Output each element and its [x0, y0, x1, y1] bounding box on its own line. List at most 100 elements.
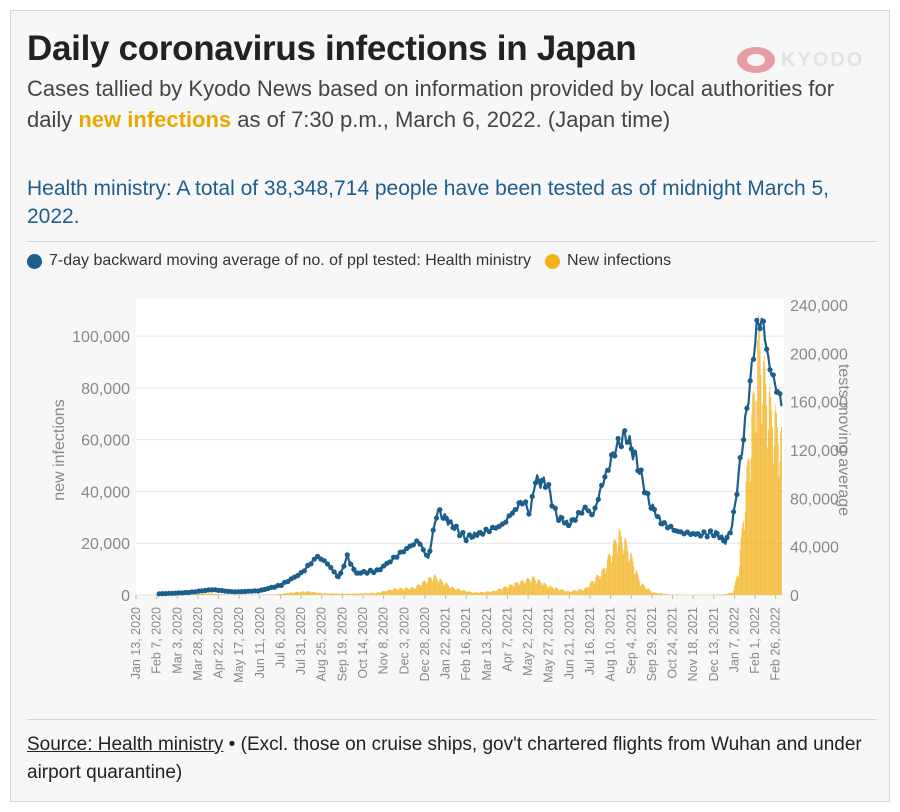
infection-bar	[597, 574, 598, 595]
infection-bar	[332, 593, 333, 595]
x-tick-label: Jul 16, 2021	[583, 607, 597, 675]
infection-bar	[779, 461, 781, 595]
infection-bar	[751, 413, 753, 595]
infection-bar	[417, 584, 419, 595]
tests-point	[727, 530, 733, 536]
tests-point	[331, 569, 337, 575]
infection-bar	[200, 593, 201, 595]
source-link[interactable]: Source: Health ministry	[27, 734, 224, 755]
infection-bar	[670, 594, 672, 595]
infection-bar	[656, 593, 658, 595]
infection-bar	[427, 578, 429, 595]
infection-bar	[606, 567, 607, 595]
infection-bar	[370, 592, 371, 595]
infection-bar	[406, 587, 408, 595]
infection-bar	[509, 584, 511, 595]
infection-bar	[378, 592, 380, 595]
infection-bar	[632, 561, 634, 595]
infection-bar	[473, 592, 475, 595]
tests-point	[602, 474, 608, 480]
infection-bar	[517, 583, 519, 595]
infection-bar	[420, 586, 422, 595]
tests-point	[278, 582, 284, 588]
infection-bar	[285, 593, 287, 595]
infection-bar	[391, 590, 393, 595]
infection-bar	[415, 587, 417, 595]
tests-point	[351, 566, 357, 572]
tests-point	[655, 514, 661, 520]
infection-bar	[522, 580, 524, 595]
infection-bar	[767, 447, 768, 595]
infection-bar	[756, 400, 758, 595]
infection-bar	[330, 593, 332, 595]
infection-bar	[770, 396, 772, 595]
infection-bar	[765, 384, 767, 595]
subtitle-part1: Cases tallied by Kyodo News based on inf…	[27, 76, 835, 132]
tests-point	[651, 506, 658, 513]
infection-bar	[360, 593, 361, 595]
infection-bar	[631, 557, 633, 595]
infection-bar	[645, 589, 647, 595]
infection-bar	[399, 587, 401, 595]
infection-bar	[395, 588, 397, 595]
infection-bar	[753, 390, 754, 595]
infection-bar	[529, 580, 531, 595]
infection-bar	[626, 545, 628, 595]
infection-bar	[739, 566, 740, 595]
infection-bar	[286, 593, 288, 595]
infection-bar	[553, 589, 555, 595]
legend-item-tested[interactable]: 7-day backward moving average of no. of …	[27, 252, 531, 270]
infection-bar	[737, 575, 739, 595]
infection-bar	[521, 580, 523, 595]
infection-bar	[390, 589, 392, 595]
infection-bar	[392, 589, 394, 595]
infection-bar	[568, 591, 569, 595]
infection-bar	[506, 587, 508, 595]
infection-bar	[617, 544, 619, 595]
tests-point	[341, 563, 347, 569]
infection-bar	[564, 591, 566, 595]
infection-bar	[488, 591, 490, 595]
infection-bar	[624, 539, 626, 595]
infection-bar	[422, 582, 423, 595]
infection-bar	[313, 591, 314, 595]
infection-bar	[472, 593, 474, 595]
tests-point	[645, 491, 651, 497]
infection-bar	[224, 594, 226, 595]
infection-bar	[578, 589, 579, 595]
infection-bar	[649, 590, 651, 595]
infection-bar	[299, 592, 301, 595]
infection-bar	[350, 593, 352, 595]
infection-bar	[471, 592, 473, 595]
infection-bar	[434, 574, 436, 595]
infection-bar	[618, 530, 620, 595]
infection-bar	[312, 591, 314, 595]
infection-bar	[413, 588, 415, 595]
tests-point	[734, 491, 740, 497]
infection-bar	[569, 591, 571, 595]
infection-bar	[652, 592, 654, 595]
infection-bar	[205, 593, 207, 595]
infection-bar	[204, 593, 205, 595]
infection-bar	[583, 588, 585, 595]
infection-bar	[740, 537, 742, 595]
infection-bar	[371, 592, 373, 595]
infection-bar	[598, 576, 600, 595]
tests-point	[628, 446, 634, 452]
infection-bar	[725, 594, 727, 595]
infection-bar	[732, 593, 734, 595]
infection-bar	[654, 592, 656, 595]
y-left-tick-label: 20,000	[81, 536, 130, 553]
infection-bar	[564, 590, 565, 595]
infection-bar	[289, 592, 290, 595]
infection-bar	[438, 581, 440, 595]
infection-bar	[572, 590, 574, 595]
infection-bar	[527, 578, 529, 595]
tests-point	[539, 477, 545, 483]
x-tick-label: Jun 11, 2020	[253, 607, 267, 678]
infection-bar	[358, 593, 360, 595]
infection-bar	[541, 585, 543, 595]
infection-bar	[777, 443, 779, 595]
legend-item-infections[interactable]: New infections	[545, 252, 671, 270]
infection-bar	[557, 588, 559, 595]
